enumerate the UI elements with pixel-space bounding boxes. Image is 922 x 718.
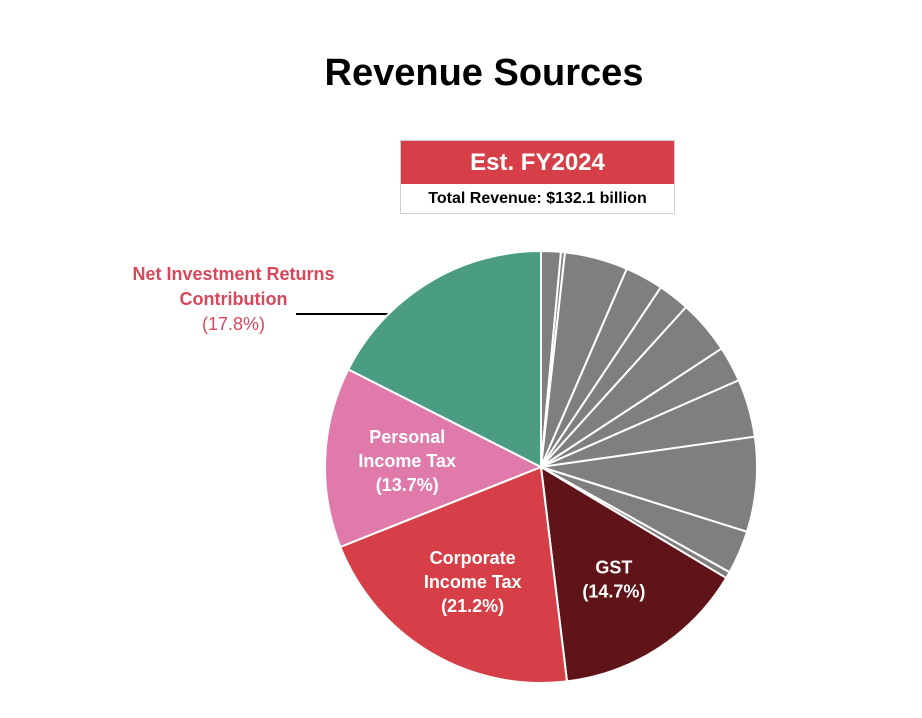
external-label-line-2: Contribution	[179, 289, 288, 309]
external-label-line-1: Net Investment Returns	[132, 264, 335, 284]
slice-label-line: (14.7%)	[582, 581, 645, 601]
chart-title: Revenue Sources	[324, 52, 644, 94]
slice-label-line: GST	[595, 557, 632, 577]
pie-slice-11	[540, 466, 728, 683]
estimate-badge: Est. FY2024 Total Revenue: $132.1 billio…	[400, 140, 675, 214]
pie-slice-14	[347, 250, 542, 468]
slice-label-line: (13.7%)	[376, 475, 439, 495]
slice-label-line: Income Tax	[358, 451, 456, 471]
badge-heading: Est. FY2024	[401, 141, 674, 184]
leader-line	[296, 313, 416, 315]
external-slice-label: Net Investment Returns Contribution (17.…	[100, 262, 367, 337]
badge-subheading: Total Revenue: $132.1 billion	[401, 184, 674, 213]
slice-label-13: Personal Income Tax (13.7%)	[358, 427, 456, 495]
external-label-percent: (17.8%)	[201, 314, 266, 334]
slice-label-line: Corporate	[430, 548, 516, 568]
slice-label-line: (21.2%)	[441, 596, 504, 616]
slice-label-11: GST (14.7%)	[582, 557, 645, 601]
slice-label-line: Income Tax	[424, 572, 522, 592]
slice-label-12: Corporate Income Tax (21.2%)	[424, 548, 522, 616]
pie-slice-13	[324, 368, 542, 548]
slice-label-line: Personal	[369, 427, 445, 447]
pie-slice-12	[339, 466, 569, 684]
